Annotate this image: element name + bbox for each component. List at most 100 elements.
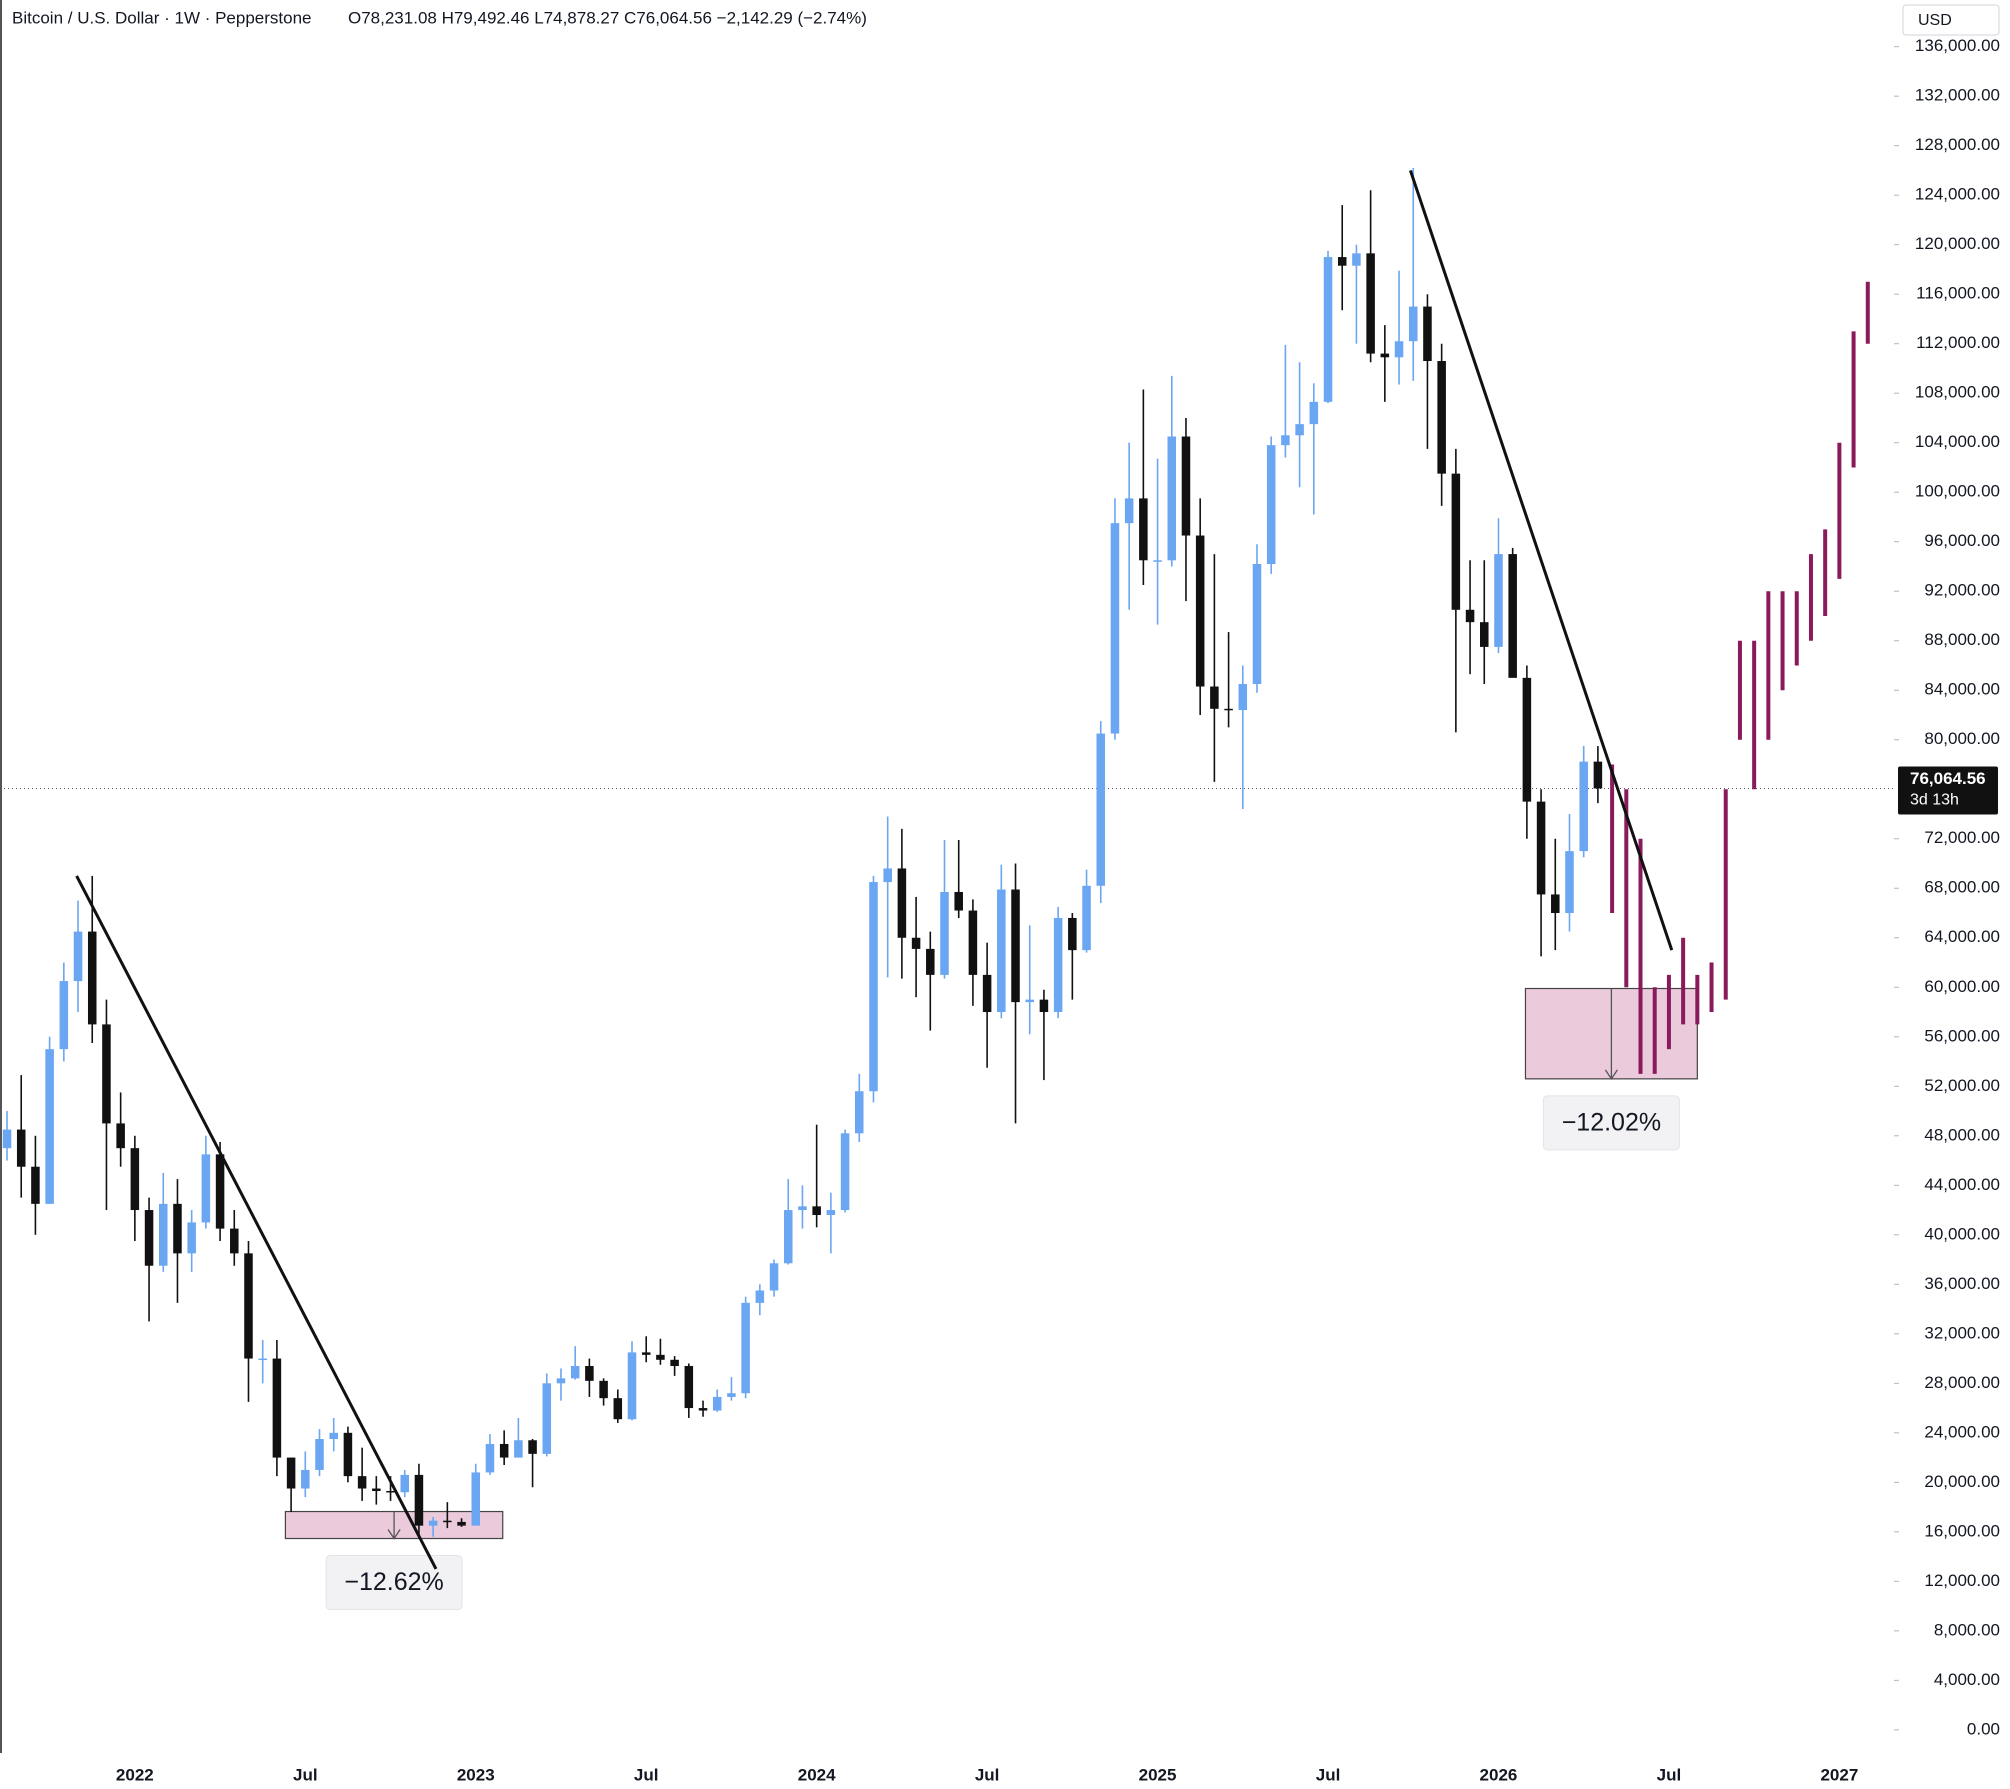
x-tick-label: 2025 — [1139, 1765, 1177, 1784]
candle-body — [911, 937, 921, 949]
y-tick-label: 124,000.00 — [1915, 185, 2000, 204]
candle-body — [1536, 801, 1546, 895]
candle-body — [428, 1520, 438, 1526]
candle-body — [102, 1024, 111, 1124]
candle-body — [1579, 761, 1588, 852]
y-tick-label: 88,000.00 — [1924, 630, 2000, 649]
candle-body — [968, 910, 978, 975]
x-tick-label: 2023 — [457, 1765, 495, 1784]
candle-body — [1167, 436, 1177, 561]
candle-body — [741, 1302, 750, 1394]
candle-body — [201, 1154, 211, 1223]
last-price-label: 76,064.56 — [1910, 769, 1986, 788]
candle-body — [982, 974, 992, 1013]
x-tick-label: 2027 — [1820, 1765, 1858, 1784]
candle-body — [897, 868, 907, 938]
candle-body — [1408, 306, 1418, 342]
y-tick-label: 56,000.00 — [1924, 1026, 2000, 1045]
candle-body — [627, 1352, 637, 1420]
candle-body — [1437, 361, 1446, 474]
candle-body — [883, 868, 892, 883]
y-tick-label: 132,000.00 — [1915, 86, 2000, 105]
candle-body — [585, 1365, 594, 1381]
candle-body — [1153, 560, 1162, 562]
measure-label-bg — [325, 1555, 463, 1611]
candle-body — [230, 1228, 239, 1254]
candle-body — [869, 882, 878, 1092]
candle-body — [45, 1049, 54, 1204]
candle-body — [1039, 999, 1049, 1013]
candle-body — [59, 981, 69, 1050]
candle-body — [1480, 622, 1489, 647]
trendline — [1408, 169, 1674, 951]
candle-body — [556, 1378, 566, 1384]
candle-body — [301, 1469, 310, 1489]
y-tick-label: 8,000.00 — [1934, 1620, 2000, 1639]
candle-body — [712, 1396, 722, 1411]
candle-body — [329, 1432, 338, 1440]
candle-body — [144, 1210, 154, 1266]
x-tick-label: 2026 — [1480, 1765, 1518, 1784]
candle-body — [244, 1253, 253, 1359]
y-tick-label: 16,000.00 — [1924, 1521, 2000, 1540]
x-tick-label: Jul — [1657, 1765, 1682, 1784]
candle-body — [215, 1154, 225, 1229]
y-tick-label: 20,000.00 — [1924, 1472, 2000, 1491]
candle-body — [1465, 609, 1475, 623]
candle-body — [1551, 894, 1560, 914]
candle-body — [485, 1443, 495, 1473]
y-tick-label: 120,000.00 — [1915, 234, 2000, 253]
candle-body — [1522, 677, 1532, 802]
candle-body — [1082, 885, 1091, 951]
candle-body — [130, 1148, 140, 1211]
candle-body — [954, 891, 963, 911]
y-tick-label: 72,000.00 — [1924, 828, 2000, 847]
candle-body — [542, 1383, 552, 1454]
y-tick-label: 116,000.00 — [1916, 284, 2000, 303]
x-tick-label: 2022 — [116, 1765, 154, 1784]
currency[interactable]: USD — [1918, 12, 1952, 29]
currency-box[interactable] — [1902, 4, 2000, 36]
candle-body — [1593, 761, 1603, 789]
candle-body — [926, 948, 935, 975]
candle-body — [1323, 257, 1333, 402]
candle-body — [1295, 424, 1304, 436]
candle-body — [1423, 306, 1432, 362]
candle-body — [855, 1091, 864, 1134]
y-tick-label: 36,000.00 — [1924, 1274, 2000, 1293]
y-tick-label: 12,000.00 — [1924, 1571, 2000, 1590]
y-tick-label: 48,000.00 — [1924, 1125, 2000, 1144]
candle-body — [343, 1432, 353, 1477]
candle-body — [1025, 999, 1034, 1003]
y-tick-label: 128,000.00 — [1915, 135, 2000, 154]
plot-area: −12.62% −12.02% — [0, 167, 1894, 1611]
measure-label: −12.62% — [344, 1568, 443, 1596]
candle-body — [400, 1474, 409, 1493]
candle-body — [16, 1129, 26, 1167]
candle-body — [1011, 889, 1020, 1003]
y-tick-label: 60,000.00 — [1924, 977, 2000, 996]
candle-body — [31, 1166, 40, 1204]
candle-body — [158, 1203, 168, 1266]
candle-body — [1195, 535, 1205, 687]
y-tick-label: 24,000.00 — [1924, 1422, 2000, 1441]
chart-title: Bitcoin / U.S. Dollar · 1W · Pepperstone — [12, 8, 312, 27]
y-tick-label: 136,000.00 — [1915, 36, 2000, 55]
y-tick-label: 96,000.00 — [1924, 531, 2000, 550]
candle-body — [826, 1210, 836, 1215]
candle-body — [1380, 353, 1390, 358]
candle-body — [684, 1365, 694, 1409]
x-tick-label: Jul — [634, 1765, 659, 1784]
candle-body — [73, 931, 83, 982]
y-tick-label: 52,000.00 — [1924, 1076, 2000, 1095]
candle-body — [1309, 401, 1319, 425]
candle-body — [698, 1408, 708, 1411]
y-tick-label: 84,000.00 — [1924, 680, 2000, 699]
candle-body — [1252, 563, 1262, 685]
candle-body — [528, 1440, 537, 1454]
candle-body — [1210, 686, 1219, 709]
candle-body — [514, 1440, 523, 1458]
y-tick-label: 40,000.00 — [1924, 1224, 2000, 1243]
candle-body — [1451, 473, 1461, 610]
